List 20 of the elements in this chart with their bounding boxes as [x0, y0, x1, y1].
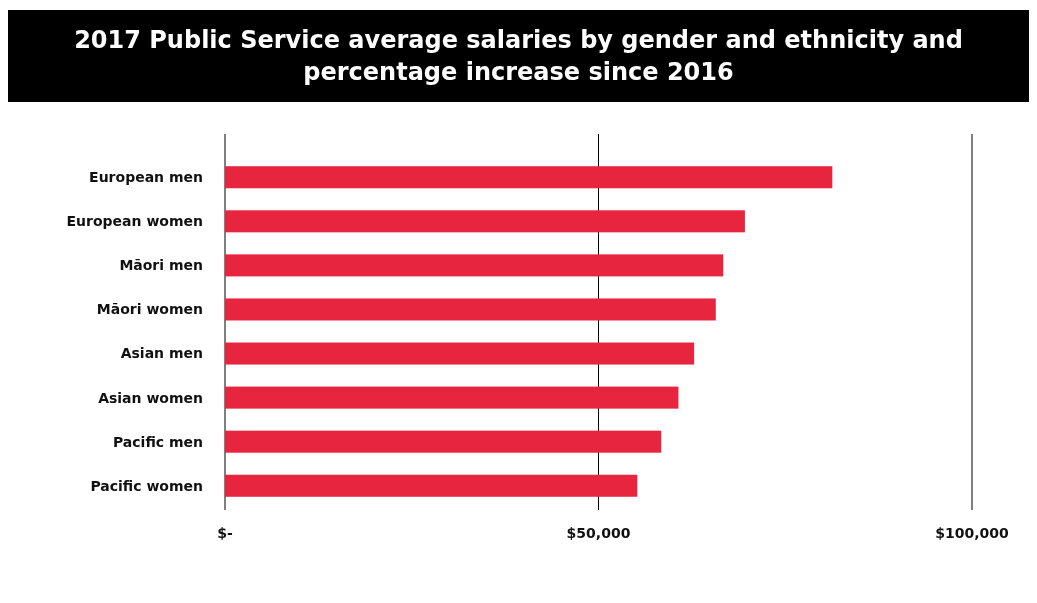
y-tick-label: Pacific women — [90, 477, 203, 494]
chart-title: 2017 Public Service average salaries by gender and ethnicity and percentage increase since 2016 — [74, 26, 963, 86]
bar — [225, 386, 679, 409]
bar — [225, 474, 638, 497]
bar — [225, 210, 745, 233]
bar — [225, 298, 716, 321]
y-tick-label: Asian men — [120, 345, 203, 362]
y-tick-label: European men — [89, 169, 203, 186]
bar — [225, 166, 833, 189]
y-tick-label: Māori men — [119, 257, 203, 274]
x-tick-label: $50,000 — [566, 525, 631, 541]
x-tick-label: $- — [217, 525, 233, 541]
y-tick-label: Māori women — [96, 301, 203, 318]
bar — [225, 342, 695, 365]
y-tick-label: European women — [66, 213, 203, 230]
y-tick-label: Pacific men — [112, 433, 203, 450]
bar — [225, 430, 662, 453]
bar — [225, 254, 724, 277]
y-tick-label: Asian women — [98, 389, 203, 406]
x-tick-label: $100,000 — [935, 525, 1010, 541]
